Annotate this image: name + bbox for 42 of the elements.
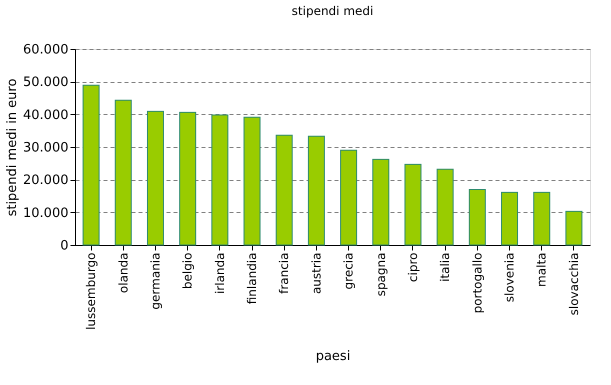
x-tick-label: belgio [180,252,195,290]
x-tick-label: austria [309,252,324,294]
bar [114,100,132,246]
bar [436,168,454,246]
y-axis-title: stipendi medi in euro [5,78,20,216]
bar [244,116,261,246]
x-tick-label: irlanda [212,252,227,294]
x-tick-label: slovacchia [566,252,581,316]
bar [404,164,422,246]
bar [308,136,325,246]
bar [501,192,518,246]
x-tick-label: germania [148,252,162,310]
bar [468,188,486,246]
bar [372,158,390,246]
x-tick-label: slovenia [502,252,517,302]
y-tick-label: 50.000 [23,75,68,90]
x-tick-label: italia [438,252,452,282]
x-axis-title: paesi [316,348,350,364]
x-tick-label: francia [277,252,292,294]
x-tick-label: spagna [374,252,388,296]
bar [533,192,550,246]
y-tick-label: 0 [60,238,68,254]
y-tick-label: 60.000 [23,42,68,58]
y-tick-label: 40.000 [23,108,68,123]
y-tick-label: 10.000 [23,206,68,221]
x-tick-label: portogallo [470,252,484,314]
bar [276,134,293,246]
chart-title: stipendi medi [292,4,374,18]
x-tick-label: malta [534,252,549,287]
x-tick-label: grecia [342,252,356,290]
bar [340,150,358,246]
y-tick-label: 30.000 [23,140,68,156]
x-tick-label: cipro [406,252,420,282]
bar [179,112,196,246]
x-tick-label: olanda [116,252,130,294]
bar [565,210,582,246]
y-tick-label: 20.000 [23,173,68,188]
bar [146,110,164,246]
x-tick-label: finlandia [245,252,260,304]
bar [211,114,228,246]
x-tick-label: lussemburgo [84,252,98,330]
bar [82,84,100,246]
